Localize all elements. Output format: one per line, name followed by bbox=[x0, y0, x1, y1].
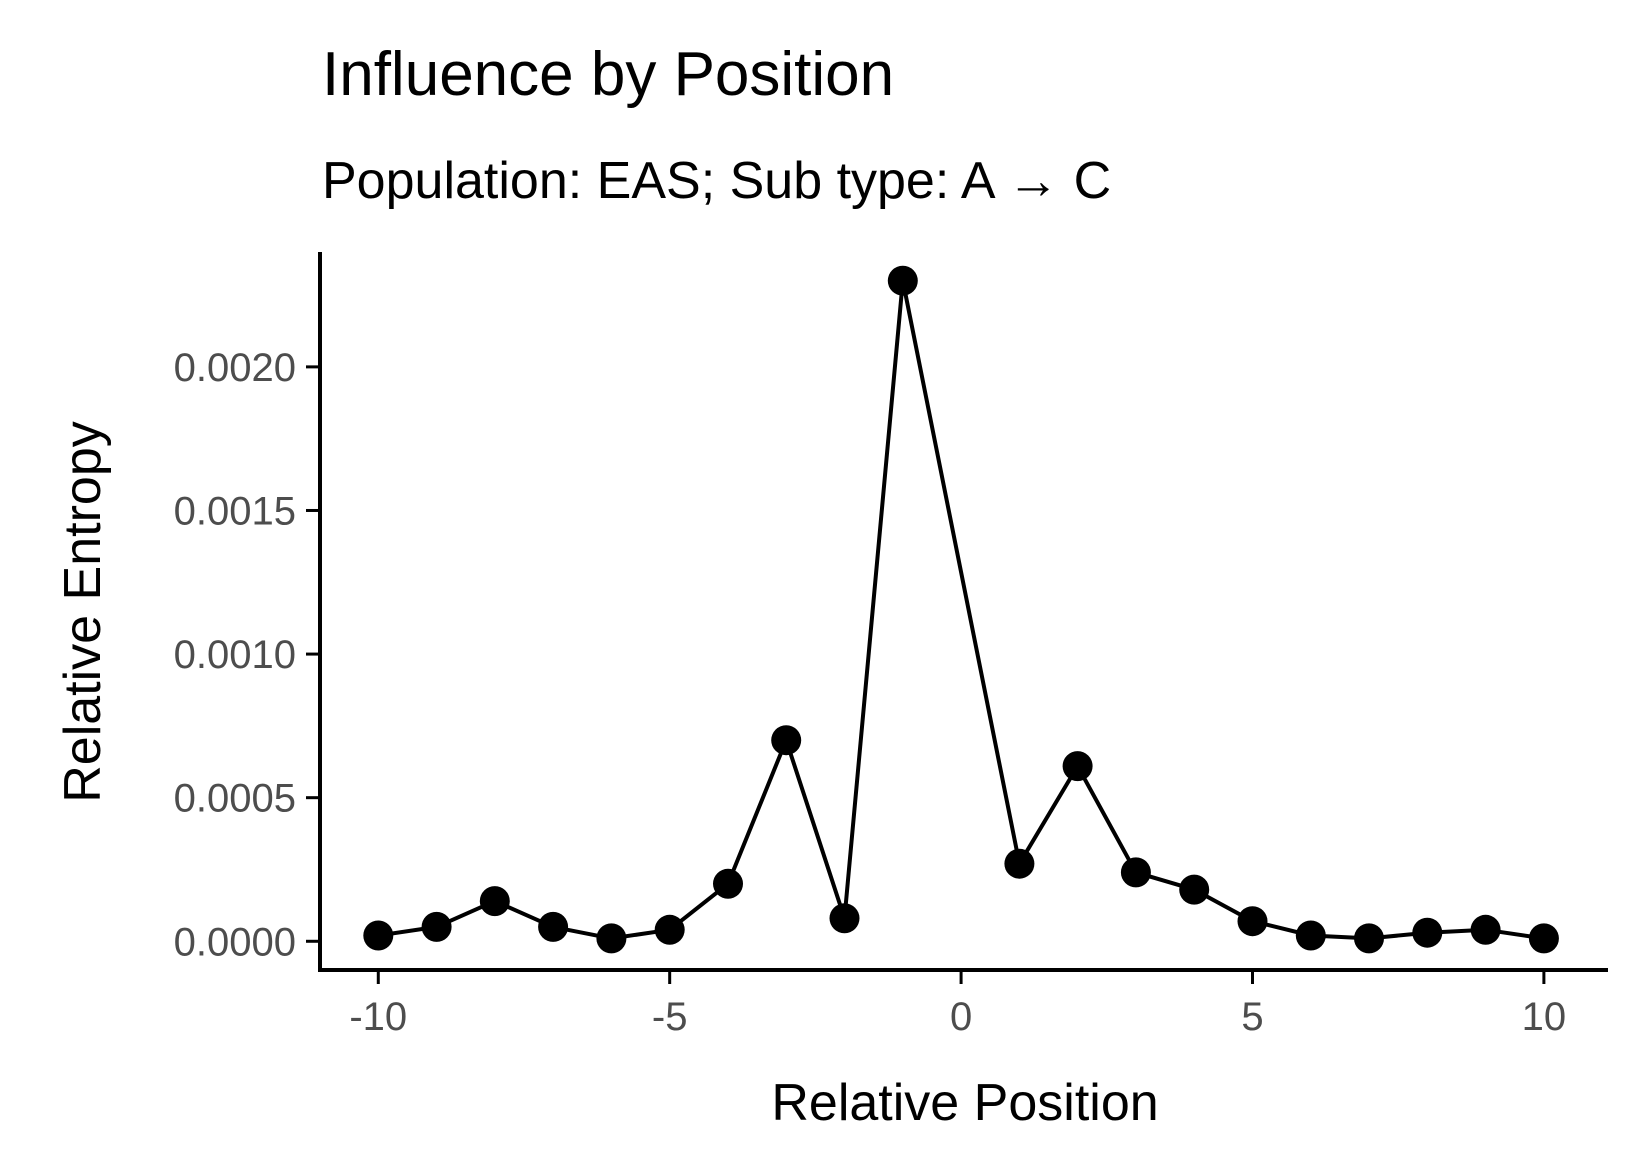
data-point bbox=[829, 903, 860, 934]
series-line bbox=[378, 278, 1545, 941]
data-point bbox=[713, 868, 743, 899]
x-tick-label: -5 bbox=[652, 995, 688, 1039]
data-point bbox=[1237, 906, 1268, 937]
y-tick-label: 0.0000 bbox=[174, 920, 296, 964]
x-tick-label: 10 bbox=[1522, 995, 1567, 1039]
data-point bbox=[1120, 857, 1151, 888]
data-point bbox=[887, 265, 918, 296]
data-point bbox=[1528, 923, 1559, 954]
data-point bbox=[1354, 923, 1384, 954]
x-tick-label: 5 bbox=[1241, 995, 1263, 1039]
x-ticks: -10 -5 0 5 10 bbox=[349, 970, 1566, 1039]
data-point bbox=[596, 923, 627, 954]
data-point bbox=[363, 920, 394, 951]
data-point bbox=[771, 725, 802, 756]
data-point bbox=[538, 911, 569, 942]
chart-title: Influence by Position bbox=[322, 40, 894, 109]
y-tick-label: 0.0015 bbox=[174, 489, 296, 533]
data-point bbox=[1295, 920, 1326, 951]
chart-subtitle: Population: EAS; Sub type: A → C bbox=[322, 152, 1111, 210]
data-points bbox=[363, 265, 1559, 954]
x-tick-label: -10 bbox=[349, 995, 407, 1039]
data-point bbox=[479, 886, 510, 917]
data-point bbox=[1062, 751, 1093, 782]
data-point bbox=[654, 914, 685, 945]
data-point bbox=[1004, 848, 1035, 879]
x-axis-title: Relative Position bbox=[771, 1074, 1158, 1132]
y-axis-title: Relative Entropy bbox=[54, 421, 112, 803]
data-point bbox=[421, 911, 452, 942]
data-point bbox=[1412, 917, 1443, 948]
data-point bbox=[1470, 914, 1501, 945]
x-tick-label: 0 bbox=[950, 995, 972, 1039]
y-tick-label: 0.0005 bbox=[174, 777, 296, 821]
y-ticks: 0.0000 0.0005 0.0010 0.0015 0.0020 bbox=[174, 346, 320, 964]
y-tick-label: 0.0010 bbox=[174, 633, 296, 677]
y-tick-label: 0.0020 bbox=[174, 346, 296, 390]
data-point bbox=[1179, 874, 1210, 905]
